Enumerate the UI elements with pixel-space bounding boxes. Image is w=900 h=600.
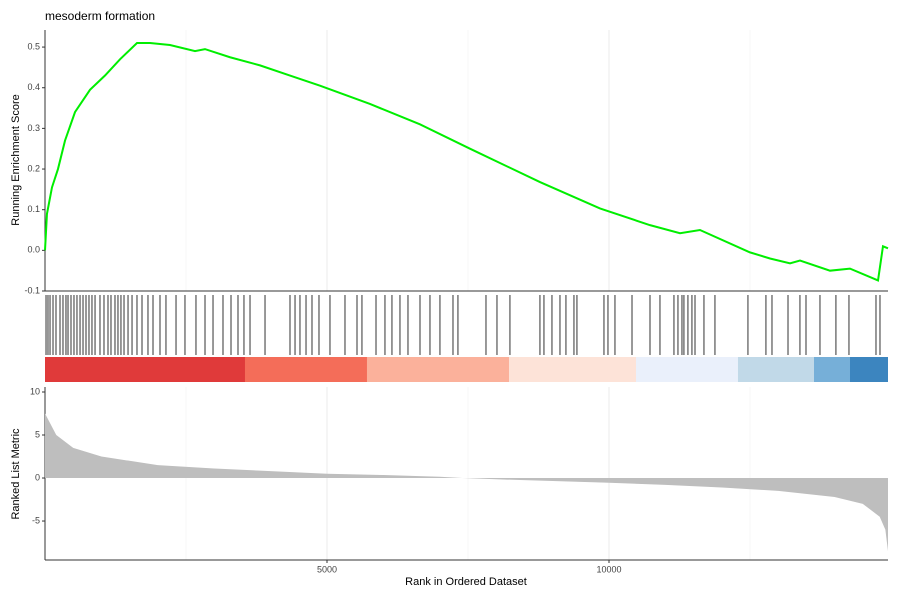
rank-band xyxy=(814,357,850,382)
y-tick-label: 0.0 xyxy=(27,245,40,255)
rank-band xyxy=(508,357,637,382)
rank-band xyxy=(45,357,245,382)
ranked-metric-area xyxy=(45,413,888,552)
rank-band xyxy=(737,357,815,382)
x-tick-label: 5000 xyxy=(317,564,337,574)
y-tick-label: 0.4 xyxy=(27,82,40,92)
rank-band xyxy=(366,357,509,382)
y-axis-label: Running Enrichment Score xyxy=(10,94,22,225)
y-tick-label: -5 xyxy=(32,515,40,525)
y-tick-label: 5 xyxy=(35,429,40,439)
rank-band xyxy=(636,357,738,382)
running-es-line xyxy=(44,42,889,282)
rank-band xyxy=(849,357,888,382)
y-tick-label: 0.2 xyxy=(27,163,40,173)
chart-title: mesoderm formation xyxy=(45,9,155,23)
y-tick-label: 0 xyxy=(35,472,40,482)
rank-band xyxy=(244,357,367,382)
x-axis-label: Rank in Ordered Dataset xyxy=(405,576,527,588)
x-tick-label: 10000 xyxy=(596,564,621,574)
y-tick-label: 0.1 xyxy=(27,204,40,214)
y-tick-label: -0.1 xyxy=(24,285,40,295)
y-axis-label: Ranked List Metric xyxy=(10,428,22,520)
y-tick-label: 0.5 xyxy=(27,41,40,51)
y-tick-label: 10 xyxy=(30,386,40,396)
y-tick-label: 0.3 xyxy=(27,123,40,133)
